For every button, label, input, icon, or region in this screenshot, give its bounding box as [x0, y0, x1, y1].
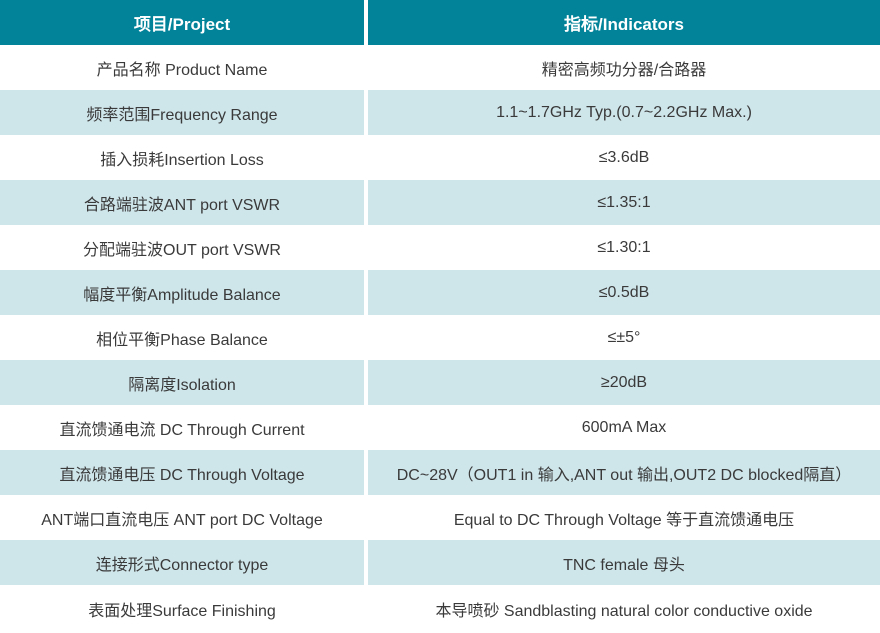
project-cell: 频率范围Frequency Range — [0, 90, 364, 135]
indicator-cell: 600mA Max — [581, 418, 667, 436]
project-cell: 插入损耗Insertion Loss — [100, 151, 264, 169]
indicator-cell: Equal to DC Through Voltage 等于直流馈通电压 — [453, 511, 795, 529]
indicator-cell: 1.1~1.7GHz Typ.(0.7~2.2GHz Max.) — [368, 90, 880, 135]
table-row-isolation: 隔离度Isolation ≥20dB — [0, 360, 880, 405]
indicator-cell: 精密高频功分器/合路器 — [541, 61, 707, 79]
indicator-cell: ≤0.5dB — [368, 270, 880, 315]
indicator-cell: TNC female 母头 — [368, 540, 880, 585]
table-row-connector-type: 连接形式Connector type TNC female 母头 — [0, 540, 880, 585]
column-header-project: 项目/Project — [0, 0, 364, 45]
table-header-row: 项目/Project 指标/Indicators — [0, 0, 880, 45]
indicator-cell: 本导喷砂 Sandblasting natural color conducti… — [435, 603, 813, 620]
table-row-out-port-vswr: 分配端驻波OUT port VSWR ≤1.30:1 — [0, 225, 880, 270]
project-cell: ANT端口直流电压 ANT port DC Voltage — [41, 511, 323, 529]
project-cell: 直流馈通电压 DC Through Voltage — [0, 450, 364, 495]
table-row-surface-finishing: 表面处理Surface Finishing 本导喷砂 Sandblasting … — [0, 585, 880, 633]
project-cell: 分配端驻波OUT port VSWR — [83, 241, 281, 259]
indicator-cell: ≤3.6dB — [598, 148, 650, 166]
table-row-ant-port-dc-voltage: ANT端口直流电压 ANT port DC Voltage Equal to D… — [0, 495, 880, 540]
table-row-frequency-range: 频率范围Frequency Range 1.1~1.7GHz Typ.(0.7~… — [0, 90, 880, 135]
table-row-ant-port-vswr: 合路端驻波ANT port VSWR ≤1.35:1 — [0, 180, 880, 225]
table-row-dc-through-current: 直流馈通电流 DC Through Current 600mA Max — [0, 405, 880, 450]
project-cell: 表面处理Surface Finishing — [88, 603, 276, 620]
project-cell: 幅度平衡Amplitude Balance — [0, 270, 364, 315]
indicator-cell: ≥20dB — [368, 360, 880, 405]
project-cell: 直流馈通电流 DC Through Current — [59, 421, 305, 439]
table-row-phase-balance: 相位平衡Phase Balance ≤±5° — [0, 315, 880, 360]
project-cell: 隔离度Isolation — [0, 360, 364, 405]
project-cell: 产品名称 Product Name — [96, 61, 268, 79]
column-header-indicator: 指标/Indicators — [368, 0, 880, 45]
indicator-cell: ≤1.35:1 — [368, 180, 880, 225]
table-row-product-name: 产品名称 Product Name 精密高频功分器/合路器 — [0, 45, 880, 90]
table-row-amplitude-balance: 幅度平衡Amplitude Balance ≤0.5dB — [0, 270, 880, 315]
indicator-cell: ≤1.30:1 — [597, 238, 651, 256]
project-cell: 连接形式Connector type — [0, 540, 364, 585]
table-row-dc-through-voltage: 直流馈通电压 DC Through Voltage DC~28V（OUT1 in… — [0, 450, 880, 495]
indicator-cell: ≤±5° — [607, 328, 641, 346]
project-cell: 相位平衡Phase Balance — [96, 331, 268, 349]
indicator-cell: DC~28V（OUT1 in 输入,ANT out 输出,OUT2 DC blo… — [368, 450, 880, 495]
table-row-insertion-loss: 插入损耗Insertion Loss ≤3.6dB — [0, 135, 880, 180]
project-cell: 合路端驻波ANT port VSWR — [0, 180, 364, 225]
